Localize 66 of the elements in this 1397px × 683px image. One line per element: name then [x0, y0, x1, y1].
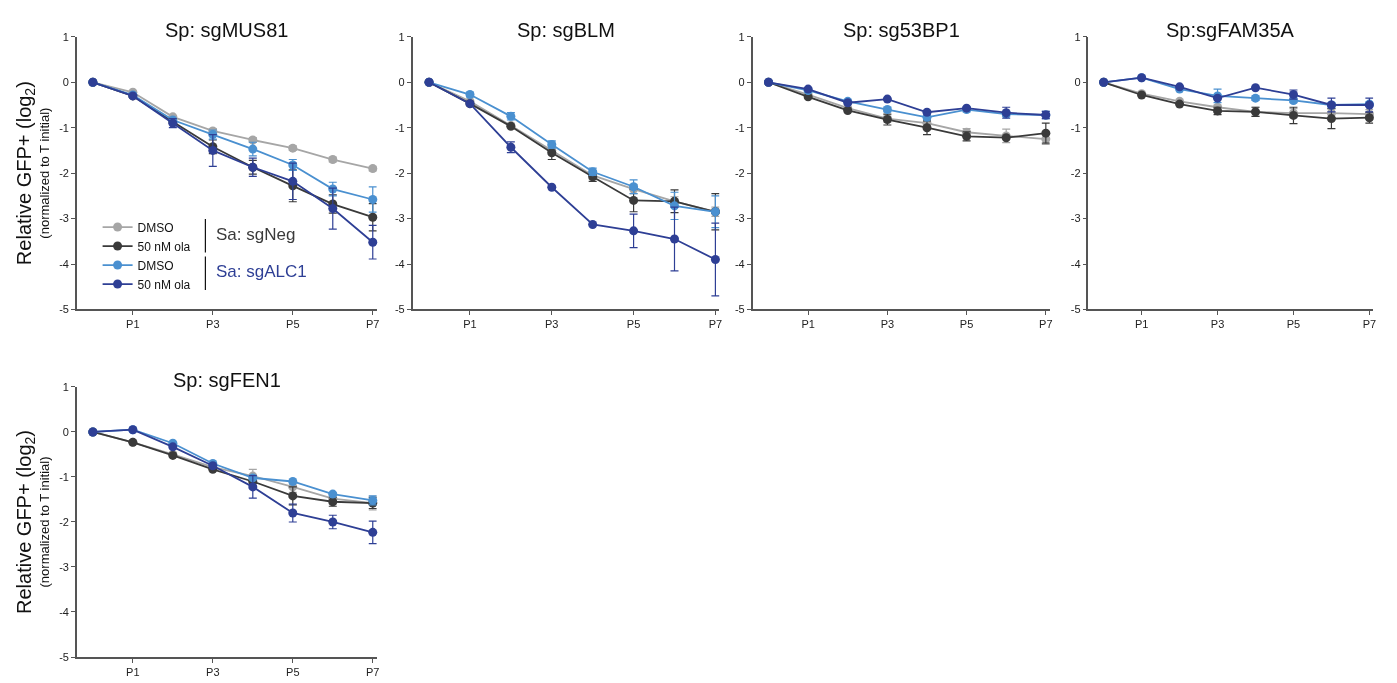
y-tick-label: 1 — [738, 30, 745, 43]
y-tick-label: -4 — [59, 605, 69, 618]
y-tick-label: 0 — [738, 76, 745, 89]
y-tick-label: -3 — [59, 560, 69, 573]
chart-title: Sp: sg53BP1 — [843, 19, 960, 41]
x-tick-label: P1 — [1134, 318, 1149, 331]
y-tick-label: -1 — [734, 121, 745, 134]
y-tick-label: -3 — [734, 212, 745, 225]
y-tick-label: -1 — [1070, 121, 1081, 134]
x-tick-label: P3 — [1210, 318, 1225, 331]
x-tick-label: P5 — [626, 318, 641, 331]
y-tick-label: 0 — [62, 425, 69, 438]
x-tick-label: P3 — [545, 318, 559, 331]
y-tick-label: -4 — [59, 257, 69, 270]
y-tick-label: -2 — [59, 167, 69, 179]
x-tick-label: P7 — [366, 665, 380, 678]
y-tick-label: 1 — [1074, 30, 1081, 43]
y-tick-label: 1 — [62, 30, 69, 43]
x-tick-label: P5 — [959, 318, 974, 331]
y-tick-label: -3 — [394, 212, 405, 225]
x-tick-label: P1 — [126, 318, 140, 331]
y-tick-label: 1 — [398, 30, 405, 43]
y-tick-label: -5 — [59, 303, 69, 316]
y-tick-label: -2 — [394, 167, 405, 179]
y-tick-label: -4 — [734, 257, 745, 270]
y-tick-label: -1 — [394, 121, 405, 134]
x-tick-label: P7 — [366, 318, 380, 331]
x-tick-label: P1 — [126, 665, 140, 678]
y-tick-label: 1 — [62, 380, 69, 393]
chart-title: Sp: sgMUS81 — [165, 19, 289, 41]
y-tick-label: -2 — [734, 167, 745, 179]
y-tick-label: -5 — [59, 650, 69, 663]
legend-label: DMSO — [137, 258, 174, 273]
legend-label: DMSO — [137, 220, 174, 235]
y-tick-label: -1 — [59, 470, 69, 483]
y-tick-label: -4 — [394, 257, 405, 270]
y-tick-label: -2 — [59, 515, 69, 528]
x-tick-label: P7 — [1362, 318, 1377, 331]
x-tick-label: P1 — [463, 318, 477, 331]
annotation: Sa: sgNeg — [216, 225, 296, 244]
chart-title: Sp: sgBLM — [517, 19, 615, 41]
y-tick-label: 0 — [398, 76, 405, 89]
y-tick-label: 0 — [62, 76, 69, 89]
y-tick-label: -4 — [1070, 257, 1081, 270]
chart-title: Sp:sgFAM35A — [1166, 19, 1295, 41]
legend-label: 50 nM ola — [137, 239, 191, 254]
x-tick-label: P3 — [880, 318, 895, 331]
x-tick-label: P7 — [1039, 318, 1053, 331]
y-tick-label: 0 — [1074, 76, 1081, 89]
x-tick-label: P1 — [801, 318, 815, 331]
x-tick-label: P5 — [286, 318, 300, 331]
x-tick-label: P5 — [286, 665, 300, 678]
y-tick-label: -5 — [394, 303, 405, 316]
y-tick-label: -3 — [59, 212, 69, 225]
annotation: Sa: sgALC1 — [216, 262, 307, 281]
x-tick-label: P3 — [206, 665, 220, 678]
y-tick-label: -1 — [59, 121, 69, 134]
x-tick-label: P5 — [1286, 318, 1301, 331]
y-tick-label: -2 — [1070, 167, 1081, 179]
x-tick-label: P3 — [206, 318, 220, 331]
x-tick-label: P7 — [708, 318, 723, 331]
legend-label: 50 nM ola — [137, 277, 191, 292]
y-tick-label: -3 — [1070, 212, 1081, 225]
y-tick-label: -5 — [1070, 303, 1081, 316]
chart-title: Sp: sgFEN1 — [173, 369, 281, 391]
y-tick-label: -5 — [734, 303, 745, 316]
